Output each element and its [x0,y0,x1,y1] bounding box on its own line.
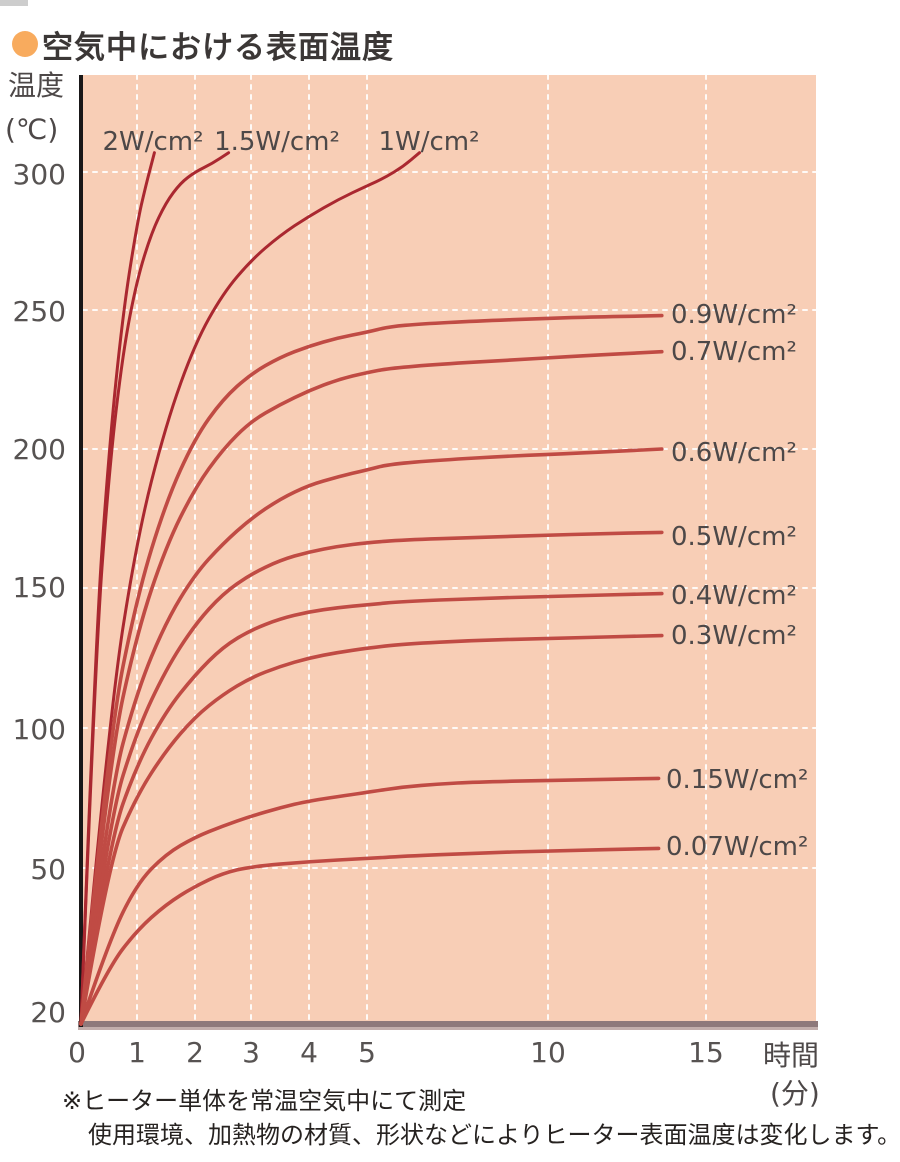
curve-label-0-15w: 0.15W/cm² [666,765,809,795]
x-tick-2: 2 [186,1036,204,1069]
curve-label-0-6w: 0.6W/cm² [671,438,797,468]
x-tick-4: 4 [300,1036,318,1069]
curve-label-0-7w: 0.7W/cm² [671,337,797,367]
x-axis-bar [78,1021,818,1027]
curve-0.5w-cm2 [79,530,664,1026]
curve-label-0-07w: 0.07W/cm² [666,832,809,862]
x-tick-15: 15 [688,1036,724,1069]
y-tick-20: 20 [30,996,66,1029]
y-tick-50: 50 [30,853,66,886]
curve-0.07w-cm2 [79,846,661,1026]
curve-label-0-4w: 0.4W/cm² [671,581,797,611]
x-axis-title: 時間 [763,1039,820,1072]
curve-0.15w-cm2 [79,776,661,1026]
curve-label-0-5w: 0.5W/cm² [671,522,797,552]
curve-1w-cm2 [79,151,421,1026]
x-tick-10: 10 [530,1036,566,1069]
curve-0.9w-cm2 [79,313,664,1026]
footnote-line-2: 使用環境、加熱物の材質、形状などによりヒーター表面温度は変化します。 [88,1121,900,1149]
footnote-line-1: ※ヒーター単体を常温空気中にて測定 [62,1087,467,1115]
curve-1.5w-cm2 [79,151,231,1026]
x-axis-shadow [78,1027,818,1030]
y-axis-unit: (℃) [5,113,59,146]
x-tick-5: 5 [358,1036,376,1069]
y-tick-100: 100 [12,713,66,746]
curve-0.6w-cm2 [79,447,664,1026]
y-tick-250: 250 [12,295,66,328]
curve-label-0-3w: 0.3W/cm² [671,621,797,651]
curve-0.4w-cm2 [79,591,664,1026]
temperature-curves [79,151,664,1026]
curve-label-0-9w: 0.9W/cm² [671,300,797,330]
curve-0.3w-cm2 [79,633,664,1026]
y-tick-300: 300 [12,158,66,191]
title-bullet-icon [12,31,38,57]
y-axis-line [79,75,83,1027]
x-tick-3: 3 [242,1036,260,1069]
curve-label-2w: 2W/cm² [102,127,204,157]
scan-edge-artifact [0,0,28,6]
x-tick-0: 0 [68,1036,86,1069]
plot-background [81,75,816,1022]
y-tick-150: 150 [12,571,66,604]
page-title: 空気中における表面温度 [42,30,394,66]
curve-0.7w-cm2 [79,349,664,1026]
y-tick-200: 200 [12,433,66,466]
curve-label-1w: 1W/cm² [378,127,480,157]
y-axis-title: 温度 [8,69,65,102]
curve-label-1-5w: 1.5W/cm² [214,127,340,157]
x-tick-1: 1 [128,1036,146,1069]
x-axis-unit: (分) [770,1077,820,1110]
